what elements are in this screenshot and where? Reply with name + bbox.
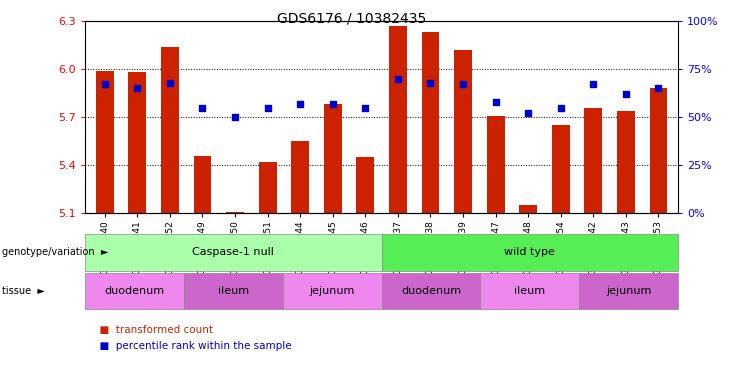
Bar [193, 156, 211, 213]
Text: wild type: wild type [505, 247, 555, 258]
Bar [552, 125, 570, 213]
Point [327, 101, 339, 107]
Text: duodenum: duodenum [401, 286, 461, 296]
Bar [259, 162, 276, 213]
Point [555, 104, 567, 111]
Bar [226, 212, 244, 213]
Bar [389, 26, 407, 213]
Point [294, 101, 306, 107]
Point [99, 81, 110, 88]
Bar [519, 205, 537, 213]
Text: ileum: ileum [218, 286, 249, 296]
Bar [356, 157, 374, 213]
Text: ■  transformed count: ■ transformed count [93, 325, 213, 335]
Point [262, 104, 273, 111]
Point [490, 99, 502, 105]
Text: jejunum: jejunum [310, 286, 355, 296]
Bar [96, 71, 113, 213]
Bar [650, 88, 668, 213]
Point [522, 110, 534, 116]
Text: jejunum: jejunum [606, 286, 651, 296]
Text: ■  percentile rank within the sample: ■ percentile rank within the sample [93, 341, 291, 351]
Text: duodenum: duodenum [104, 286, 165, 296]
Point [457, 81, 469, 88]
Text: tissue  ►: tissue ► [2, 286, 45, 296]
Bar [422, 32, 439, 213]
Point [425, 79, 436, 86]
Bar [487, 116, 505, 213]
Point [359, 104, 371, 111]
Text: GDS6176 / 10382435: GDS6176 / 10382435 [277, 12, 427, 25]
Point [229, 114, 241, 120]
Text: genotype/variation  ►: genotype/variation ► [2, 247, 109, 258]
Text: ileum: ileum [514, 286, 545, 296]
Text: Caspase-1 null: Caspase-1 null [193, 247, 274, 258]
Bar [128, 72, 146, 213]
Bar [324, 104, 342, 213]
Bar [291, 141, 309, 213]
Point [392, 76, 404, 82]
Bar [617, 111, 635, 213]
Point [620, 91, 632, 97]
Point [196, 104, 208, 111]
Bar [161, 47, 179, 213]
Point [164, 79, 176, 86]
Bar [585, 108, 602, 213]
Bar [454, 50, 472, 213]
Point [588, 81, 599, 88]
Point [653, 85, 665, 91]
Point [131, 85, 143, 91]
